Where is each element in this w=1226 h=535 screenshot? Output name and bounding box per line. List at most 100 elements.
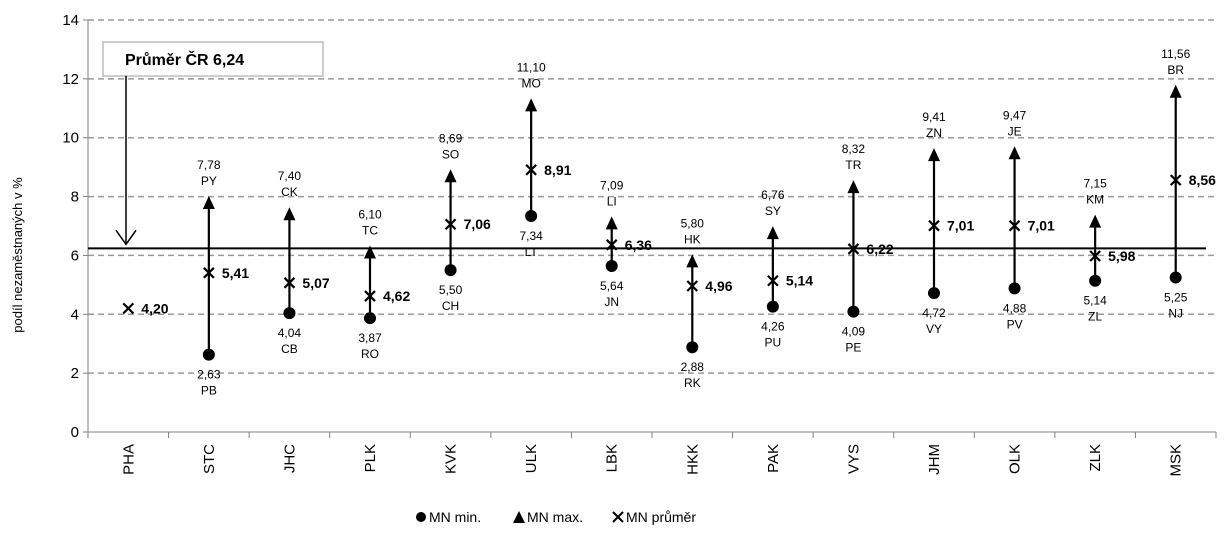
min-code-label: PU (765, 336, 782, 350)
y-axis-label: podíl nezaměstnaných v % (10, 177, 25, 333)
max-marker (847, 180, 860, 194)
min-value-label: 4,72 (922, 306, 946, 320)
min-marker (525, 209, 538, 222)
min-value-label: 7,34 (519, 229, 543, 243)
reference-group: Průměr ČR 6,24 (88, 41, 1206, 250)
max-marker (605, 216, 618, 230)
min-code-label: NJ (1168, 307, 1183, 321)
max-code-label: BR (1167, 63, 1184, 77)
mean-value-label: 4,62 (383, 288, 410, 304)
reference-label: Průměr ČR 6,24 (125, 50, 244, 69)
data-marks (122, 84, 1182, 361)
mean-value-label: 5,07 (302, 275, 329, 291)
min-code-label: ZL (1088, 310, 1102, 324)
max-value-label: 7,40 (278, 169, 302, 183)
mean-value-label: 8,91 (544, 162, 571, 178)
max-value-label: 6,76 (761, 188, 785, 202)
max-code-label: TC (362, 223, 378, 237)
min-marker (1089, 274, 1102, 287)
x-tick-label: STC (201, 444, 218, 474)
max-marker (1169, 84, 1182, 98)
min-marker (364, 312, 376, 325)
min-value-label: 4,88 (1003, 301, 1027, 315)
max-marker (364, 245, 376, 259)
y-tick-label: 6 (71, 247, 79, 264)
min-value-label: 5,25 (1164, 291, 1188, 305)
reference-arrowhead (115, 229, 137, 246)
max-marker (1089, 214, 1102, 228)
mean-marker (122, 302, 135, 315)
max-marker (283, 207, 296, 221)
max-value-label: 7,09 (600, 178, 624, 192)
min-code-label: LT (525, 245, 539, 259)
mean-marker-stroke (928, 219, 940, 232)
x-tick-label: KVK (443, 444, 460, 474)
max-code-label: SY (765, 204, 781, 218)
mean-marker-stroke (605, 239, 618, 251)
mean-marker (928, 219, 940, 232)
max-code-label: JE (1008, 124, 1022, 138)
legend-cross-icon (612, 511, 624, 523)
x-tick-label: VYS (845, 444, 862, 474)
max-value-label: 6,10 (358, 207, 382, 221)
min-code-label: VY (926, 322, 942, 336)
legend: MN min. MN max. MN průměr (416, 509, 696, 525)
max-marker (766, 226, 779, 240)
mean-value-label: 7,06 (464, 216, 491, 232)
min-value-label: 3,87 (358, 331, 382, 345)
min-code-label: RO (361, 347, 379, 361)
max-code-label: PY (201, 174, 217, 188)
axes: 0 2 4 6 8 10 12 14 PHA STC JHC PLK KVK ULK LBK HKK PAK VY… (62, 12, 1217, 477)
max-marker (686, 254, 699, 268)
y-tick-label: 0 (71, 424, 79, 441)
max-marker (202, 196, 215, 210)
mean-marker (1089, 250, 1101, 262)
legend-label: MN max. (527, 509, 583, 525)
min-marker (283, 307, 296, 320)
min-code-label: CB (281, 342, 298, 356)
min-value-label: 5,14 (1083, 294, 1107, 308)
min-value-label: 4,26 (761, 320, 785, 334)
max-marker (1008, 146, 1021, 160)
min-marker (202, 348, 215, 361)
x-tick-label: ZLK (1087, 444, 1104, 472)
mean-marker (1169, 174, 1182, 186)
mean-marker (767, 274, 779, 287)
mean-marker-stroke (444, 218, 457, 231)
y-tick-label: 10 (62, 130, 79, 147)
mean-marker-stroke (1089, 250, 1101, 262)
legend-circle-icon (416, 512, 426, 522)
mean-value-label: 7,01 (947, 218, 974, 234)
min-marker (686, 341, 699, 354)
min-value-label: 4,04 (278, 326, 302, 340)
mean-marker (283, 277, 296, 289)
y-tick-label: 8 (71, 189, 79, 206)
max-code-label: CK (281, 185, 298, 199)
mean-value-label: 8,56 (1189, 172, 1216, 188)
min-value-label: 2,63 (197, 368, 221, 382)
mean-marker (605, 239, 618, 251)
mean-marker-stroke (283, 277, 296, 289)
mean-marker (525, 164, 537, 176)
mean-marker (847, 243, 860, 255)
x-tick-label: PAK (765, 444, 782, 473)
min-value-label: 2,88 (681, 360, 705, 374)
max-code-label: KM (1086, 193, 1104, 207)
y-tick-label: 2 (71, 365, 79, 382)
min-code-label: CH (442, 299, 459, 313)
min-marker (1169, 271, 1182, 284)
mean-marker-stroke (203, 267, 215, 279)
max-value-label: 7,78 (197, 158, 221, 172)
max-value-label: 9,41 (922, 110, 946, 124)
max-value-label: 7,15 (1083, 177, 1107, 191)
x-tick-label: ULK (523, 444, 540, 473)
min-marker (847, 305, 860, 318)
mean-value-label: 6,22 (866, 241, 893, 257)
max-marker (525, 98, 538, 112)
mean-value-label: 5,98 (1108, 248, 1135, 264)
x-tick-label: OLK (1007, 444, 1024, 474)
max-marker (928, 148, 940, 162)
max-value-label: 11,10 (517, 60, 546, 74)
mean-marker-stroke (1008, 219, 1021, 232)
y-tick-label: 4 (71, 306, 79, 323)
